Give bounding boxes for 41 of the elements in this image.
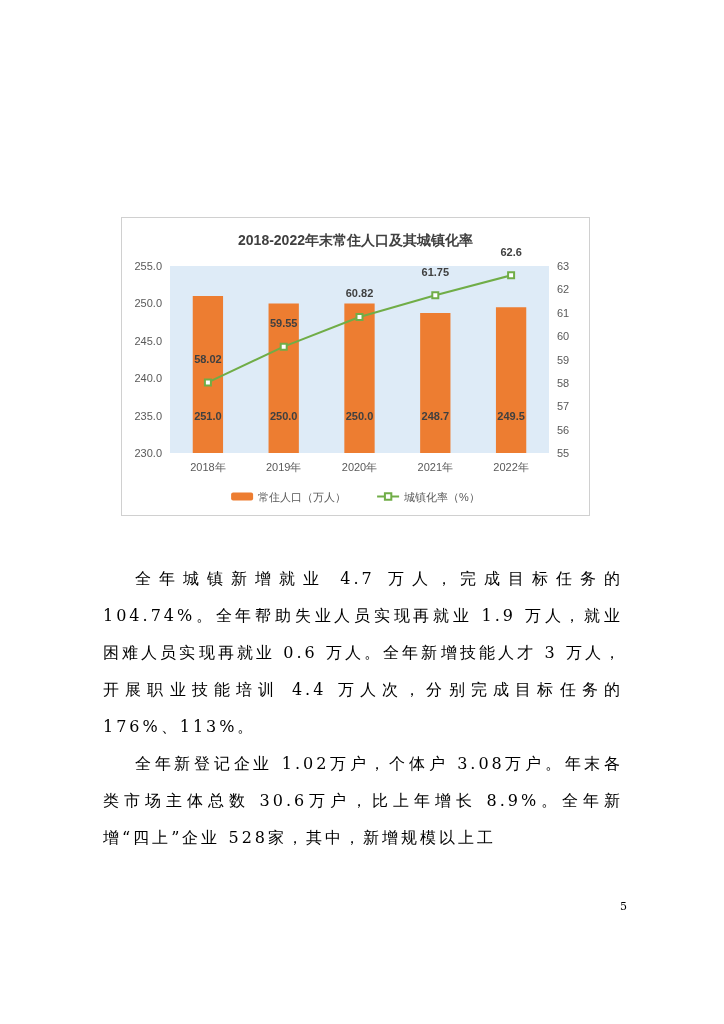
point bbox=[431, 291, 440, 300]
y2-tick-label: 63 bbox=[557, 260, 570, 272]
y2-tick-label: 56 bbox=[557, 423, 570, 436]
text: 全年城镇新增就业 4.7 万人，完成目标任务的 104.74%。全年帮助失业人员实现再就业 1.9 万人，就业困难人员实现再就业 0.6 万人。全年新增技能人才 3 万人，开展职业技能培训 4.4 万人次，分别完成目标任务的 176%、113%。 bbox=[103, 568, 623, 738]
data-label: 58.02 bbox=[194, 352, 222, 365]
y2-tick-label: 57 bbox=[557, 400, 570, 413]
y-tick-label: 255.0 bbox=[134, 260, 162, 272]
point bbox=[279, 342, 288, 351]
point bbox=[203, 378, 212, 387]
y2-tick-label: 55 bbox=[557, 447, 570, 459]
x-tick-label: 2018年 bbox=[190, 460, 226, 473]
data-label: 61.75 bbox=[421, 265, 450, 278]
data-label: 60.82 bbox=[345, 287, 374, 300]
x-tick-label: 2022年 bbox=[493, 460, 529, 473]
y-tick-label: 235.0 bbox=[134, 409, 162, 422]
data-label: 249.5 bbox=[497, 409, 525, 422]
y2-tick-label: 60 bbox=[557, 330, 570, 343]
x-tick-label: 2021年 bbox=[417, 460, 454, 473]
y-tick-label: 245.0 bbox=[134, 334, 162, 347]
data-label: 250.0 bbox=[345, 409, 374, 422]
point bbox=[507, 271, 516, 280]
text: 全年新登记企业 1.02万户，个体户 3.08万户。年末各类市场主体总数 30.6万户，比上年增长 8.9%。全年新增“四上”企业 528家，其中，新增规模以上工 bbox=[103, 753, 623, 849]
text: 5 bbox=[620, 900, 627, 913]
x-tick-label: 2020年 bbox=[341, 460, 378, 473]
data-label: 59.55 bbox=[269, 317, 298, 330]
y2-tick-label: 61 bbox=[557, 306, 570, 319]
chart-title: 2018-2022年末常住人口及其城镇化率 bbox=[238, 232, 473, 248]
data-label: 248.7 bbox=[421, 409, 450, 422]
point bbox=[355, 312, 364, 321]
y-tick-label: 230.0 bbox=[134, 447, 162, 459]
y2-tick-label: 59 bbox=[557, 353, 570, 366]
data-label: 62.6 bbox=[500, 245, 522, 258]
y-tick-label: 240.0 bbox=[134, 372, 162, 385]
y2-tick-label: 58 bbox=[557, 376, 570, 389]
y-tick-label: 250.0 bbox=[134, 297, 162, 310]
legend-label: 常住人口（万人） bbox=[258, 490, 347, 503]
legend-label: 城镇化率（%） bbox=[403, 490, 480, 503]
data-label: 251.0 bbox=[194, 409, 222, 422]
y2-tick-label: 62 bbox=[557, 283, 570, 296]
x-tick-label: 2019年 bbox=[265, 460, 302, 473]
data-label: 250.0 bbox=[269, 409, 298, 422]
